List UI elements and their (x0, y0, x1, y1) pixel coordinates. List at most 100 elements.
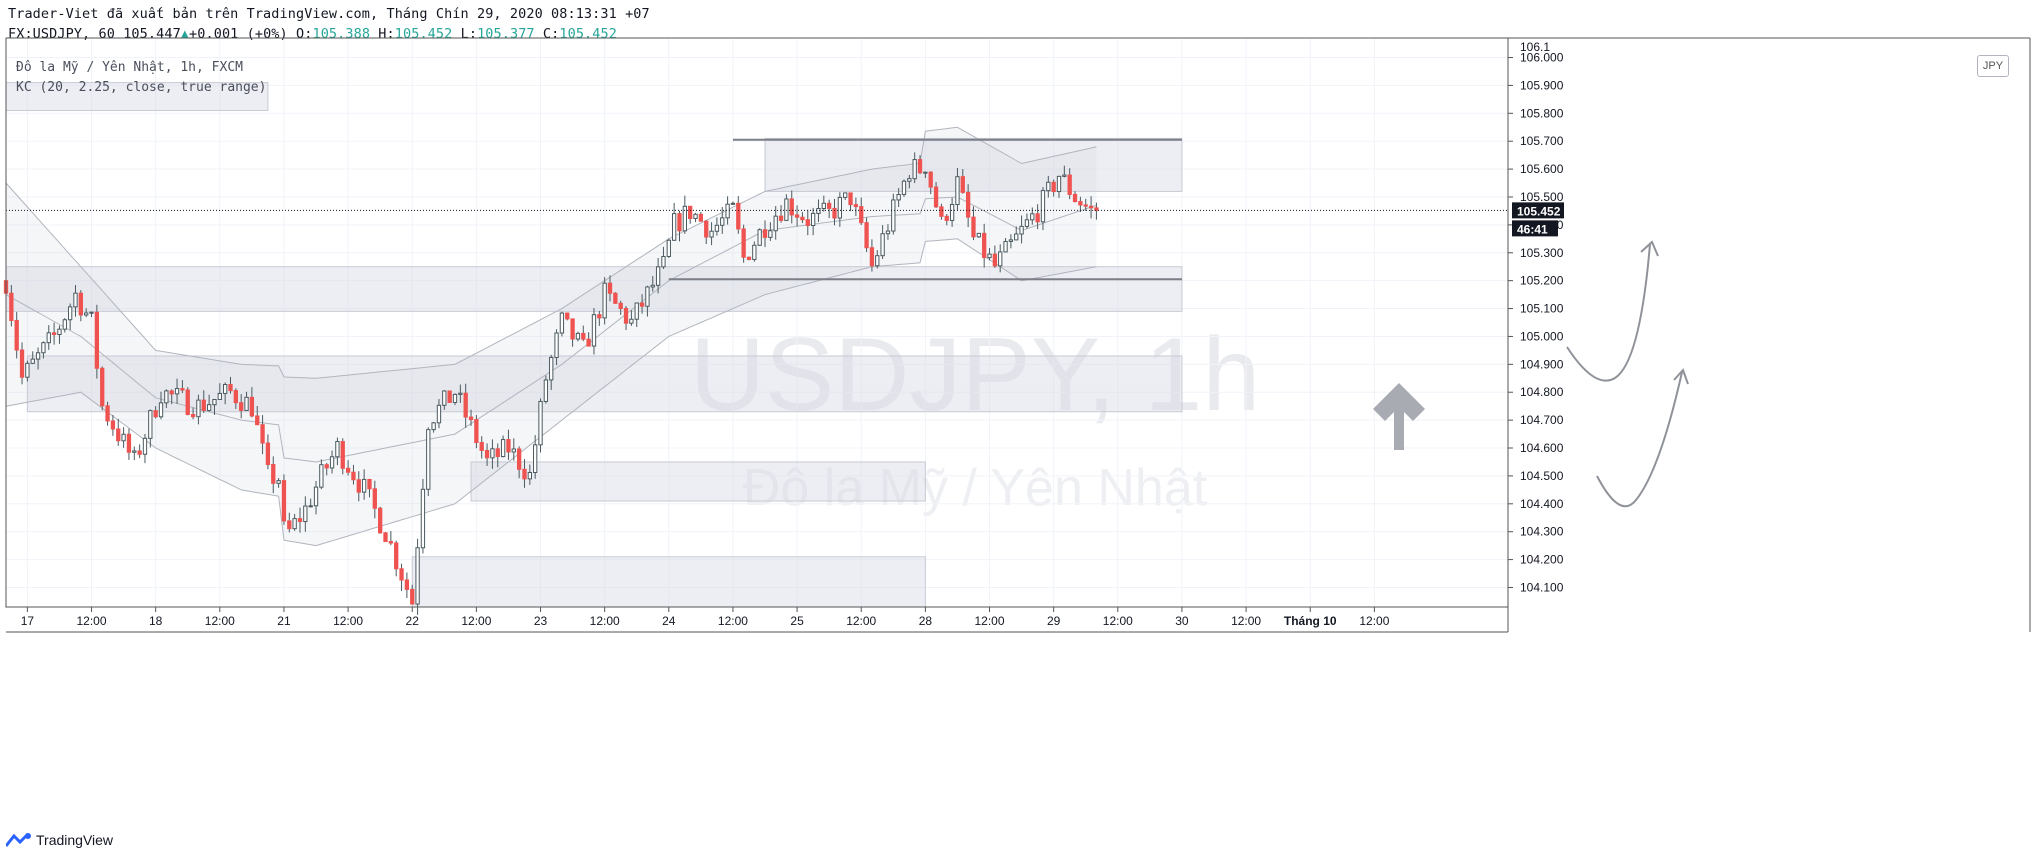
candle-body-up (196, 399, 201, 418)
candle (885, 224, 891, 240)
candle-body-up (891, 199, 896, 232)
price-tick-label: 105.300 (1520, 246, 1564, 260)
candle-body-down (105, 405, 110, 422)
candle-body-up (666, 239, 671, 257)
candle (896, 188, 901, 208)
candle (228, 376, 233, 394)
candle (1062, 165, 1067, 178)
candle (394, 540, 399, 577)
candle-body-down (110, 420, 116, 430)
candle (1003, 238, 1008, 253)
currency-badge[interactable]: JPY (1977, 55, 2009, 77)
candle-body-down (14, 319, 19, 351)
candle (917, 155, 923, 175)
time-tick-label: 12:00 (718, 614, 748, 628)
candle (329, 450, 335, 474)
candle (303, 496, 308, 532)
candle-body-down (410, 588, 415, 605)
candle-body-up (73, 292, 78, 308)
candle-body-down (736, 202, 741, 230)
time-tick-label: 12:00 (1359, 614, 1389, 628)
candle (655, 257, 661, 294)
indicator-legend: KC (20, 2.25, close, true range) (16, 80, 267, 95)
candle-body-down (832, 207, 837, 219)
candle (549, 354, 554, 390)
candle-body-up (319, 464, 324, 488)
candle (73, 285, 78, 317)
last-price-label-box: 105.452 46:41 (1512, 202, 1564, 237)
channel-lower-line (5, 238, 1097, 547)
candle (25, 360, 30, 382)
candle-body-up (436, 404, 442, 424)
candle-body-down (1072, 193, 1078, 203)
candle-body-up (543, 379, 549, 402)
candle-body-down (853, 204, 859, 208)
candle-body-up (661, 255, 666, 268)
price-tick-label: 106.000 (1520, 51, 1564, 65)
candle-body-down (468, 416, 474, 421)
candle-body-up (645, 286, 650, 307)
time-tick-label: 12:00 (590, 614, 620, 628)
time-tick-label: 18 (149, 614, 163, 628)
candle (9, 285, 14, 327)
candle (244, 391, 249, 411)
candle-body-up (1003, 240, 1008, 253)
time-tick-label: 12:00 (77, 614, 107, 628)
candle-body-up (987, 253, 992, 259)
candle-body-up (554, 332, 559, 358)
candle-body-up (955, 176, 960, 206)
candle-body-up (949, 204, 955, 221)
candle (116, 418, 121, 446)
zone-rect (764, 137, 1183, 192)
candle (378, 506, 383, 534)
up-arrow-icon (1373, 383, 1425, 450)
candle-body-up (490, 448, 495, 459)
candle-body-down (1083, 204, 1088, 207)
candle-body-up (752, 244, 757, 260)
candle (132, 446, 137, 461)
candle-body-down (516, 448, 522, 470)
candle-body-up (308, 505, 313, 508)
candle (949, 197, 955, 227)
candle (607, 275, 613, 302)
candle (923, 171, 928, 179)
candle-body-up (452, 393, 458, 403)
candle (671, 202, 677, 241)
candle (383, 531, 388, 543)
candle (436, 399, 442, 429)
time-tick-label: 24 (662, 614, 676, 628)
candle-body-up (415, 547, 420, 605)
candle-body-down (367, 478, 372, 490)
candle-body-up (121, 433, 126, 442)
candle (789, 190, 794, 224)
grid (6, 38, 1508, 607)
candle-body-up (1024, 219, 1030, 227)
channel-fill (6, 127, 1097, 546)
chart-legend-title: Đô la Mỹ / Yên Nhật, 1h, FXCM (16, 60, 243, 75)
candle-body-down (463, 392, 468, 418)
candle (340, 438, 345, 475)
tradingview-icon (6, 832, 31, 847)
candle (372, 480, 377, 519)
candle-body-up (549, 356, 554, 381)
candle (998, 244, 1003, 273)
watermark-name: Đô la Mỹ / Yên Nhật (743, 459, 1208, 517)
candle (1094, 202, 1099, 220)
candle (639, 294, 645, 314)
candle-body-up (511, 448, 516, 453)
candle-body-down (228, 384, 233, 392)
candle (752, 241, 757, 262)
axes: 106.000 105.900 105.800 105.700 105.600 105.5… (5, 37, 2031, 633)
candle-body-down (474, 419, 479, 444)
candle (297, 507, 303, 533)
candle (704, 220, 709, 245)
candle (784, 194, 789, 221)
candle-body-down (78, 292, 83, 316)
candle (410, 584, 415, 605)
candle (1051, 179, 1056, 197)
candle-body-down (581, 332, 586, 340)
tradingview-logo[interactable]: TradingView (6, 832, 113, 848)
candle (693, 212, 698, 223)
candle (629, 310, 634, 326)
